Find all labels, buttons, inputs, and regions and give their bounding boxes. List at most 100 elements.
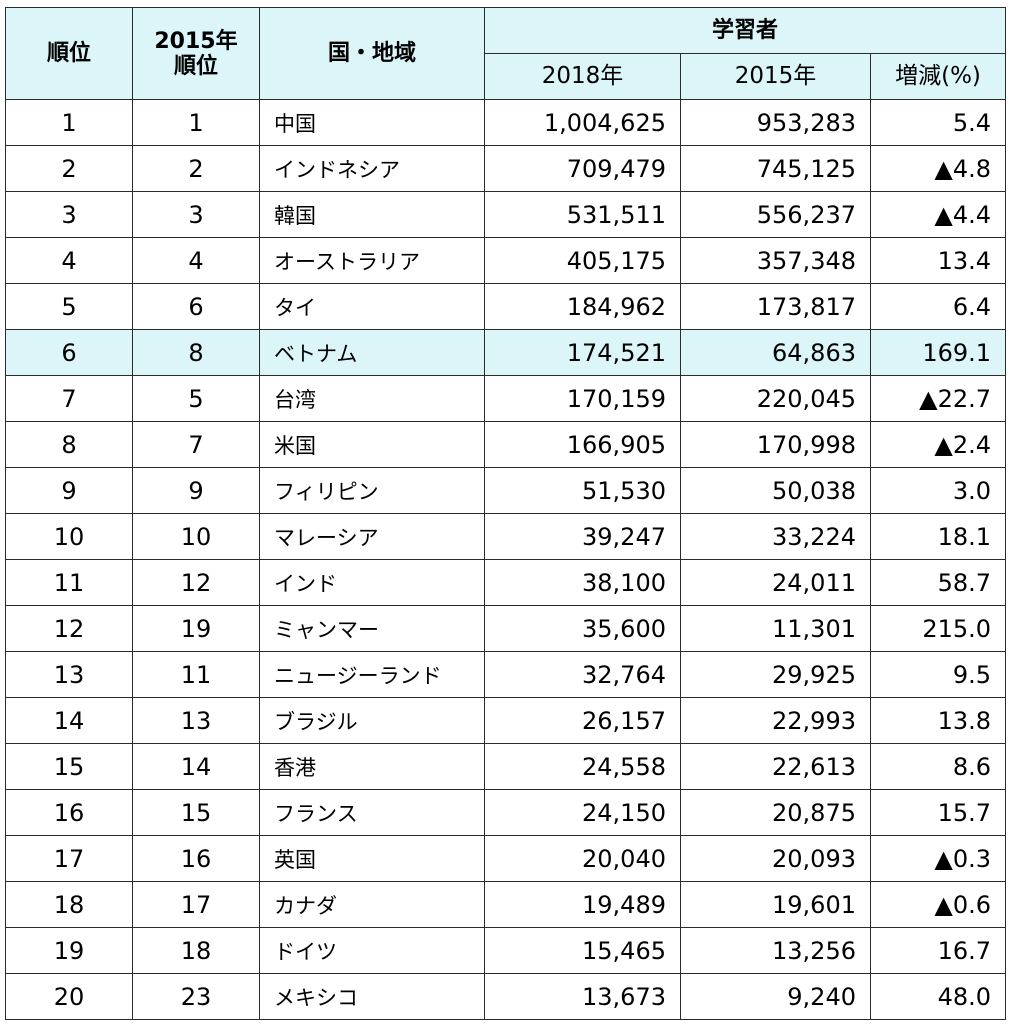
cell-rank-2015: 4	[132, 237, 260, 284]
cell-region: 香港	[259, 743, 485, 790]
cell-learners-2015: 50,038	[680, 467, 871, 514]
cell-change-pct: ▲4.8	[869, 145, 1007, 192]
cell-learners-2018: 38,100	[484, 559, 681, 606]
cell-learners-2018: 24,558	[484, 743, 681, 790]
cell-learners-2018: 51,530	[484, 467, 681, 514]
cell-change-pct: 15.7	[869, 789, 1007, 836]
table-row: 1 1 中国 1,004,625 953,283 5.4	[5, 99, 1007, 146]
cell-rank-2015: 19	[132, 605, 260, 652]
cell-learners-2015: 20,875	[680, 789, 871, 836]
cell-learners-2018: 170,159	[484, 375, 681, 422]
cell-change-pct: 13.4	[869, 237, 1007, 284]
header-rank: 順位	[5, 7, 133, 100]
cell-region: オーストラリア	[259, 237, 485, 284]
cell-rank: 2	[5, 145, 133, 192]
cell-rank-2015: 1	[132, 99, 260, 146]
cell-rank-2015: 11	[132, 651, 260, 698]
header-row-sub: 2018年 2015年 増減(%)	[6, 53, 1007, 100]
table-header: 順位 2015年 順位 国・地域 学習者 2018年 2015年 増減(%)	[5, 7, 1007, 100]
cell-change-pct: ▲0.6	[869, 881, 1007, 928]
cell-learners-2015: 357,348	[680, 237, 871, 284]
cell-rank-2015: 14	[132, 743, 260, 790]
table-row: 9 9 フィリピン 51,530 50,038 3.0	[5, 467, 1007, 514]
table-row: 6 8 ベトナム 174,521 64,863 169.1	[5, 329, 1007, 376]
cell-region: カナダ	[259, 881, 485, 928]
header-rank-2015-label: 順位	[173, 53, 218, 79]
table-row: 14 13 ブラジル 26,157 22,993 13.8	[5, 697, 1007, 744]
cell-rank: 6	[5, 329, 133, 376]
cell-region: 中国	[259, 99, 485, 146]
cell-rank: 15	[5, 743, 133, 790]
cell-change-pct: 18.1	[869, 513, 1007, 560]
cell-rank-2015: 13	[132, 697, 260, 744]
cell-change-pct: 16.7	[869, 927, 1007, 974]
cell-learners-2015: 64,863	[680, 329, 871, 376]
cell-region: ニュージーランド	[259, 651, 485, 698]
cell-rank: 10	[5, 513, 133, 560]
cell-rank: 16	[5, 789, 133, 836]
cell-change-pct: 3.0	[869, 467, 1007, 514]
cell-learners-2018: 39,247	[484, 513, 681, 560]
cell-region: ミャンマー	[259, 605, 485, 652]
cell-learners-2015: 220,045	[680, 375, 871, 422]
cell-rank-2015: 9	[132, 467, 260, 514]
table-row: 20 23 メキシコ 13,673 9,240 48.0	[5, 973, 1007, 1020]
table-row: 15 14 香港 24,558 22,613 8.6	[5, 743, 1007, 790]
cell-rank-2015: 16	[132, 835, 260, 882]
cell-learners-2015: 24,011	[680, 559, 871, 606]
cell-rank: 19	[5, 927, 133, 974]
cell-region: ベトナム	[259, 329, 485, 376]
cell-region: タイ	[259, 283, 485, 330]
header-rank-2015: 2015年 順位	[132, 7, 260, 100]
cell-learners-2018: 174,521	[484, 329, 681, 376]
header-rank-2015-year: 2015年	[154, 28, 238, 54]
cell-learners-2015: 170,998	[680, 421, 871, 468]
cell-rank-2015: 15	[132, 789, 260, 836]
cell-change-pct: ▲22.7	[869, 375, 1007, 422]
cell-change-pct: 215.0	[869, 605, 1007, 652]
cell-learners-2018: 35,600	[484, 605, 681, 652]
cell-region: 韓国	[259, 191, 485, 238]
cell-rank: 4	[5, 237, 133, 284]
cell-rank: 17	[5, 835, 133, 882]
cell-learners-2015: 745,125	[680, 145, 871, 192]
cell-learners-2018: 26,157	[484, 697, 681, 744]
cell-learners-2018: 709,479	[484, 145, 681, 192]
cell-learners-2018: 531,511	[484, 191, 681, 238]
header-region: 国・地域	[259, 7, 485, 100]
cell-learners-2015: 22,993	[680, 697, 871, 744]
cell-rank: 3	[5, 191, 133, 238]
header-learners-2018: 2018年	[484, 53, 681, 100]
cell-learners-2015: 29,925	[680, 651, 871, 698]
table-row: 11 12 インド 38,100 24,011 58.7	[5, 559, 1007, 606]
cell-region: 台湾	[259, 375, 485, 422]
table-row: 8 7 米国 166,905 170,998 ▲2.4	[5, 421, 1007, 468]
table-row: 10 10 マレーシア 39,247 33,224 18.1	[5, 513, 1007, 560]
cell-rank: 18	[5, 881, 133, 928]
cell-change-pct: 6.4	[869, 283, 1007, 330]
cell-change-pct: 5.4	[869, 99, 1007, 146]
cell-change-pct: 58.7	[869, 559, 1007, 606]
cell-rank: 20	[5, 973, 133, 1020]
cell-change-pct: 48.0	[869, 973, 1007, 1020]
table-row: 3 3 韓国 531,511 556,237 ▲4.4	[5, 191, 1007, 238]
cell-region: メキシコ	[259, 973, 485, 1020]
cell-region: インドネシア	[259, 145, 485, 192]
cell-rank: 7	[5, 375, 133, 422]
learners-table: 順位 2015年 順位 国・地域 学習者 2018年 2015年 増減(%) 1…	[5, 7, 1007, 1020]
cell-rank-2015: 17	[132, 881, 260, 928]
cell-change-pct: ▲2.4	[869, 421, 1007, 468]
table-row: 12 19 ミャンマー 35,600 11,301 215.0	[5, 605, 1007, 652]
cell-region: ブラジル	[259, 697, 485, 744]
cell-change-pct: 13.8	[869, 697, 1007, 744]
cell-learners-2018: 405,175	[484, 237, 681, 284]
cell-rank: 1	[5, 99, 133, 146]
header-change-pct: 増減(%)	[869, 53, 1007, 100]
cell-rank-2015: 12	[132, 559, 260, 606]
cell-learners-2015: 20,093	[680, 835, 871, 882]
cell-rank-2015: 8	[132, 329, 260, 376]
table-row: 16 15 フランス 24,150 20,875 15.7	[5, 789, 1007, 836]
cell-region: フィリピン	[259, 467, 485, 514]
cell-learners-2018: 24,150	[484, 789, 681, 836]
table-row: 17 16 英国 20,040 20,093 ▲0.3	[5, 835, 1007, 882]
